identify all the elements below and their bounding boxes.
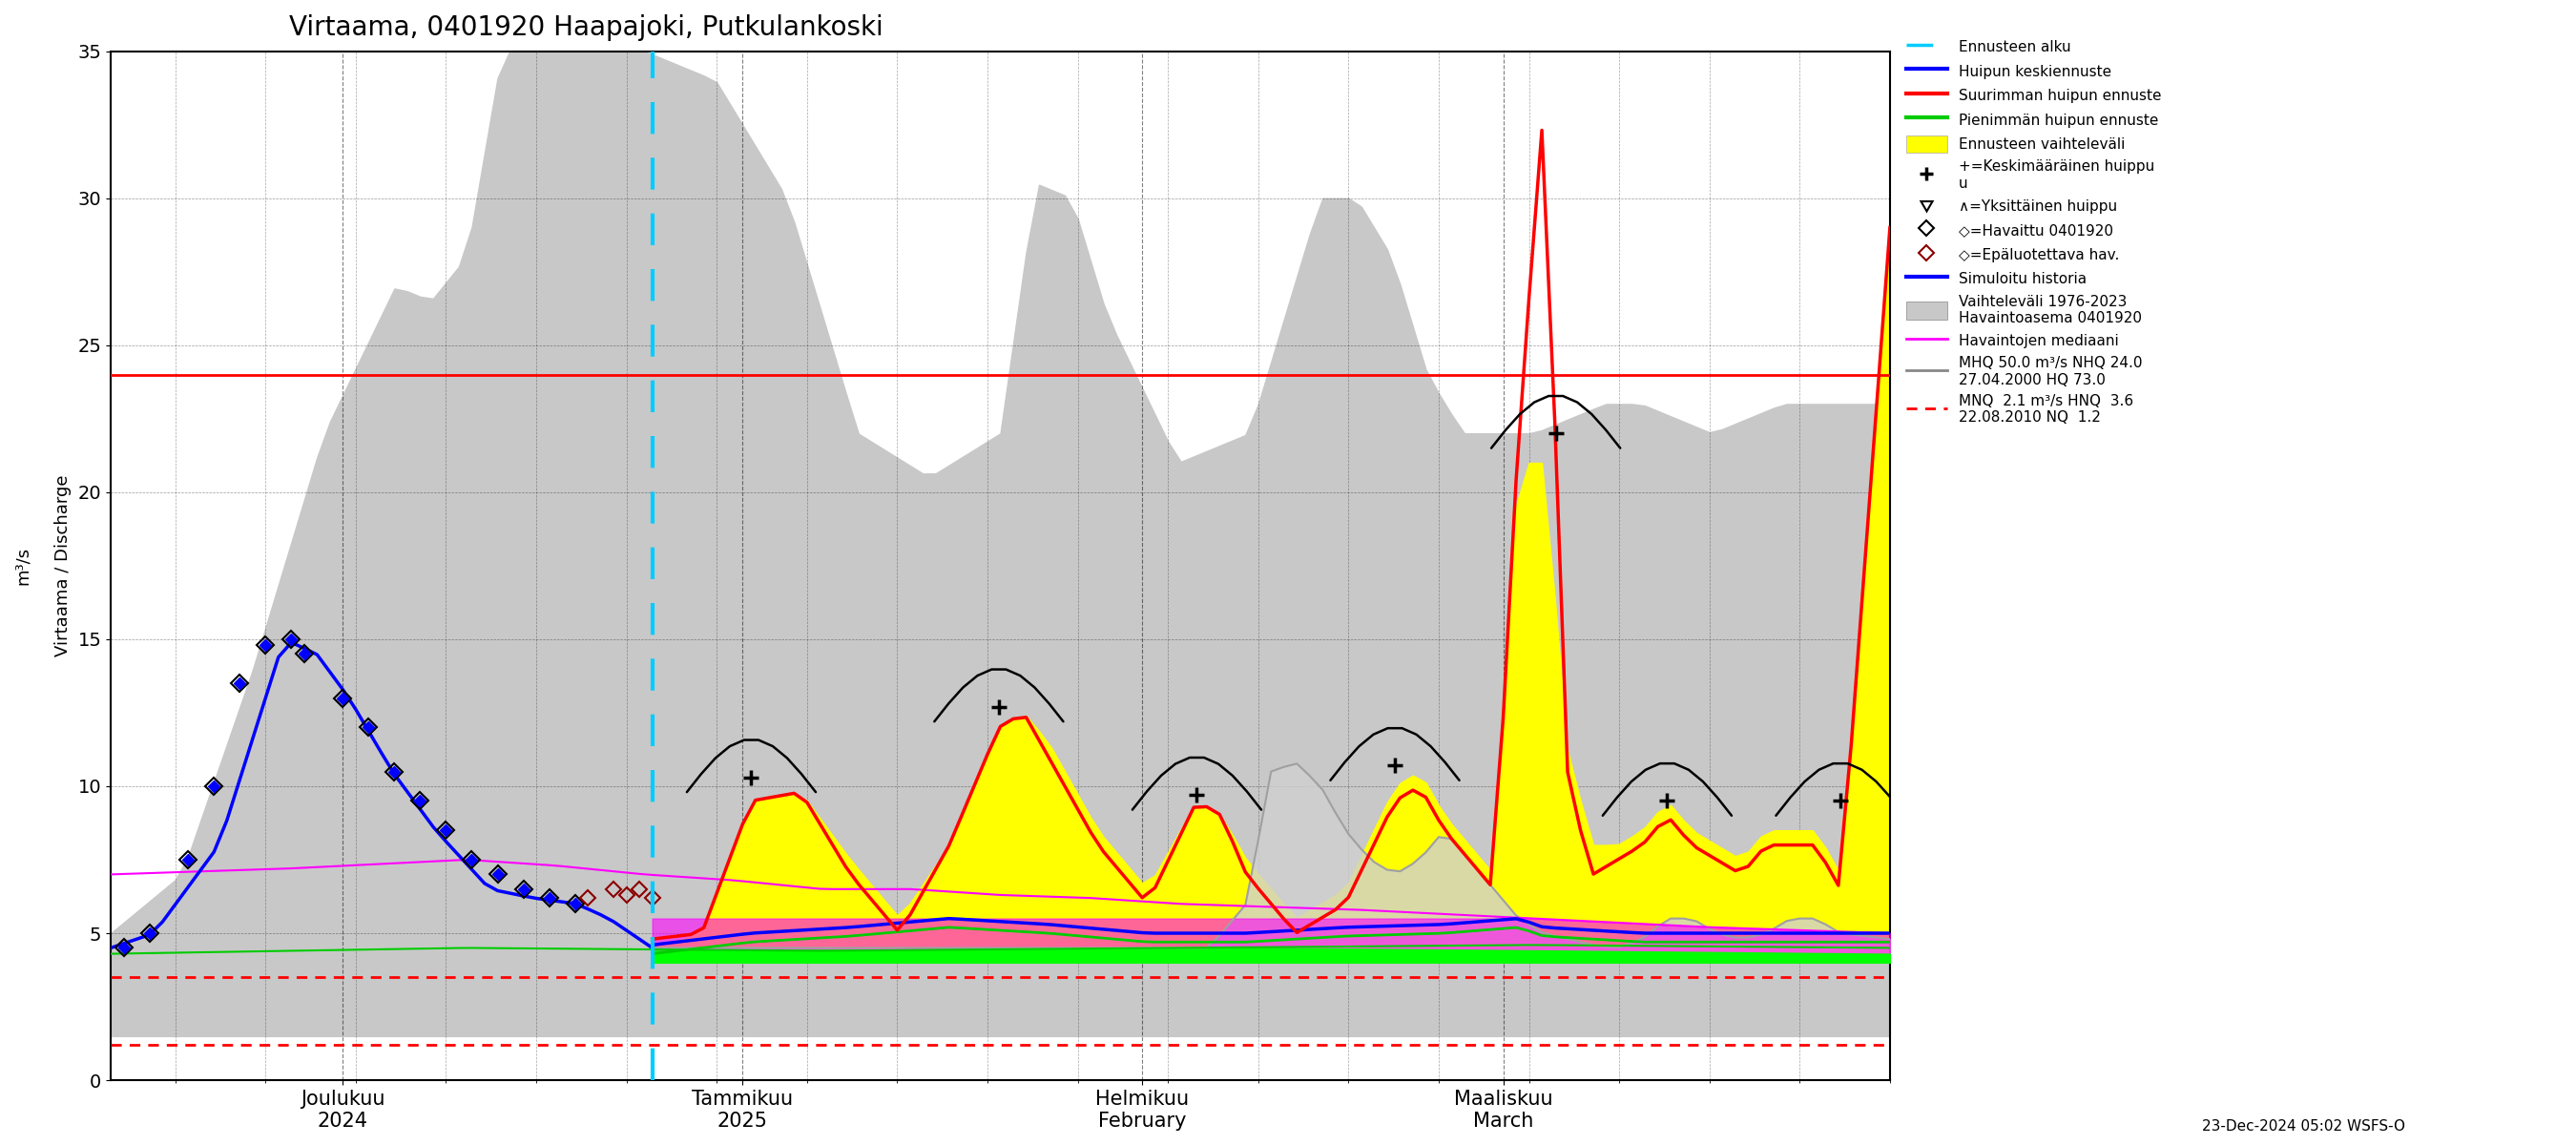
Text: Virtaama, 0401920 Haapajoki, Putkulankoski: Virtaama, 0401920 Haapajoki, Putkulankos… [289, 14, 884, 41]
Legend: Ennusteen alku, Huipun keskiennuste, Suurimman huipun ennuste, Pienimmän huipun : Ennusteen alku, Huipun keskiennuste, Suu… [1906, 38, 2161, 425]
Y-axis label: m³/s

Virtaama / Discharge: m³/s Virtaama / Discharge [15, 475, 72, 656]
Text: 23-Dec-2024 05:02 WSFS-O: 23-Dec-2024 05:02 WSFS-O [2202, 1120, 2406, 1134]
